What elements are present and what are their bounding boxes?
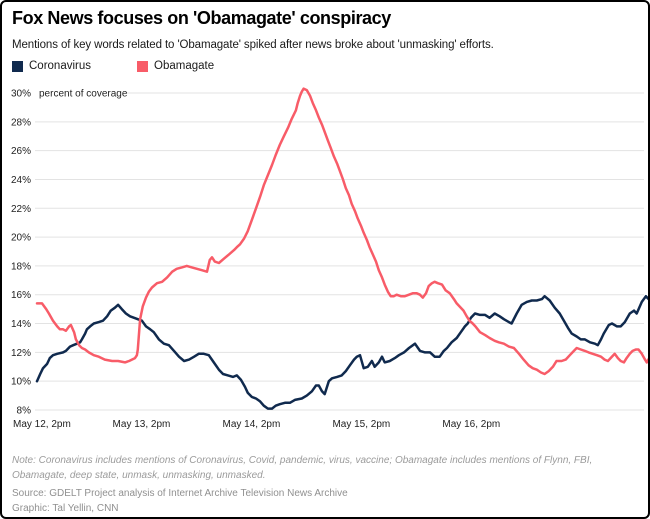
y-tick-label: 8% [17,406,32,417]
coronavirus-swatch-icon [12,60,23,72]
source-line: Source: GDELT Project analysis of Intern… [12,488,348,499]
y-tick-label: 18% [11,261,31,272]
x-tick-label: May 15, 2pm [332,419,390,430]
x-tick-label: May 14, 2pm [223,419,281,430]
legend: Coronavirus Obamagate [12,60,214,72]
coronavirus-line [35,294,648,410]
y-tick-label: 22% [11,204,31,215]
y-tick-label: 10% [11,377,31,388]
y-axis-unit-label: percent of coverage [39,89,128,100]
y-tick-label: 12% [11,348,31,359]
y-tick-label: 24% [11,175,31,186]
line-chart: 30% 28% 26% 24% 22% 20% 18% 16% 14% 12% 10% 8% perce… [11,87,648,430]
legend-item-coronavirus: Coronavirus [12,60,91,72]
footnote: Note: Coronavirus includes mentions of C… [12,455,593,481]
legend-label-coronavirus: Coronavirus [29,60,91,72]
legend-item-obamagate: Obamagate [137,60,214,72]
y-tick-label: 30% [11,89,31,100]
x-tick-label: May 12, 2pm [13,419,71,430]
y-tick-label: 14% [11,319,31,330]
y-tick-label: 28% [11,117,31,128]
y-tick-label: 16% [11,290,31,301]
chart-subtitle: Mentions of key words related to 'Obamag… [12,39,494,51]
y-tick-label: 20% [11,233,31,244]
legend-label-obamagate: Obamagate [154,60,215,72]
y-tick-label: 26% [11,146,31,157]
credit-line: Graphic: Tal Yellin, CNN [12,503,119,514]
obamagate-swatch-icon [137,60,148,72]
x-tick-label: May 13, 2pm [113,419,171,430]
page-title: Fox News focuses on 'Obamagate' conspira… [12,8,391,28]
x-tick-label: May 16, 2pm [442,419,500,430]
obamagate-line [35,87,648,376]
